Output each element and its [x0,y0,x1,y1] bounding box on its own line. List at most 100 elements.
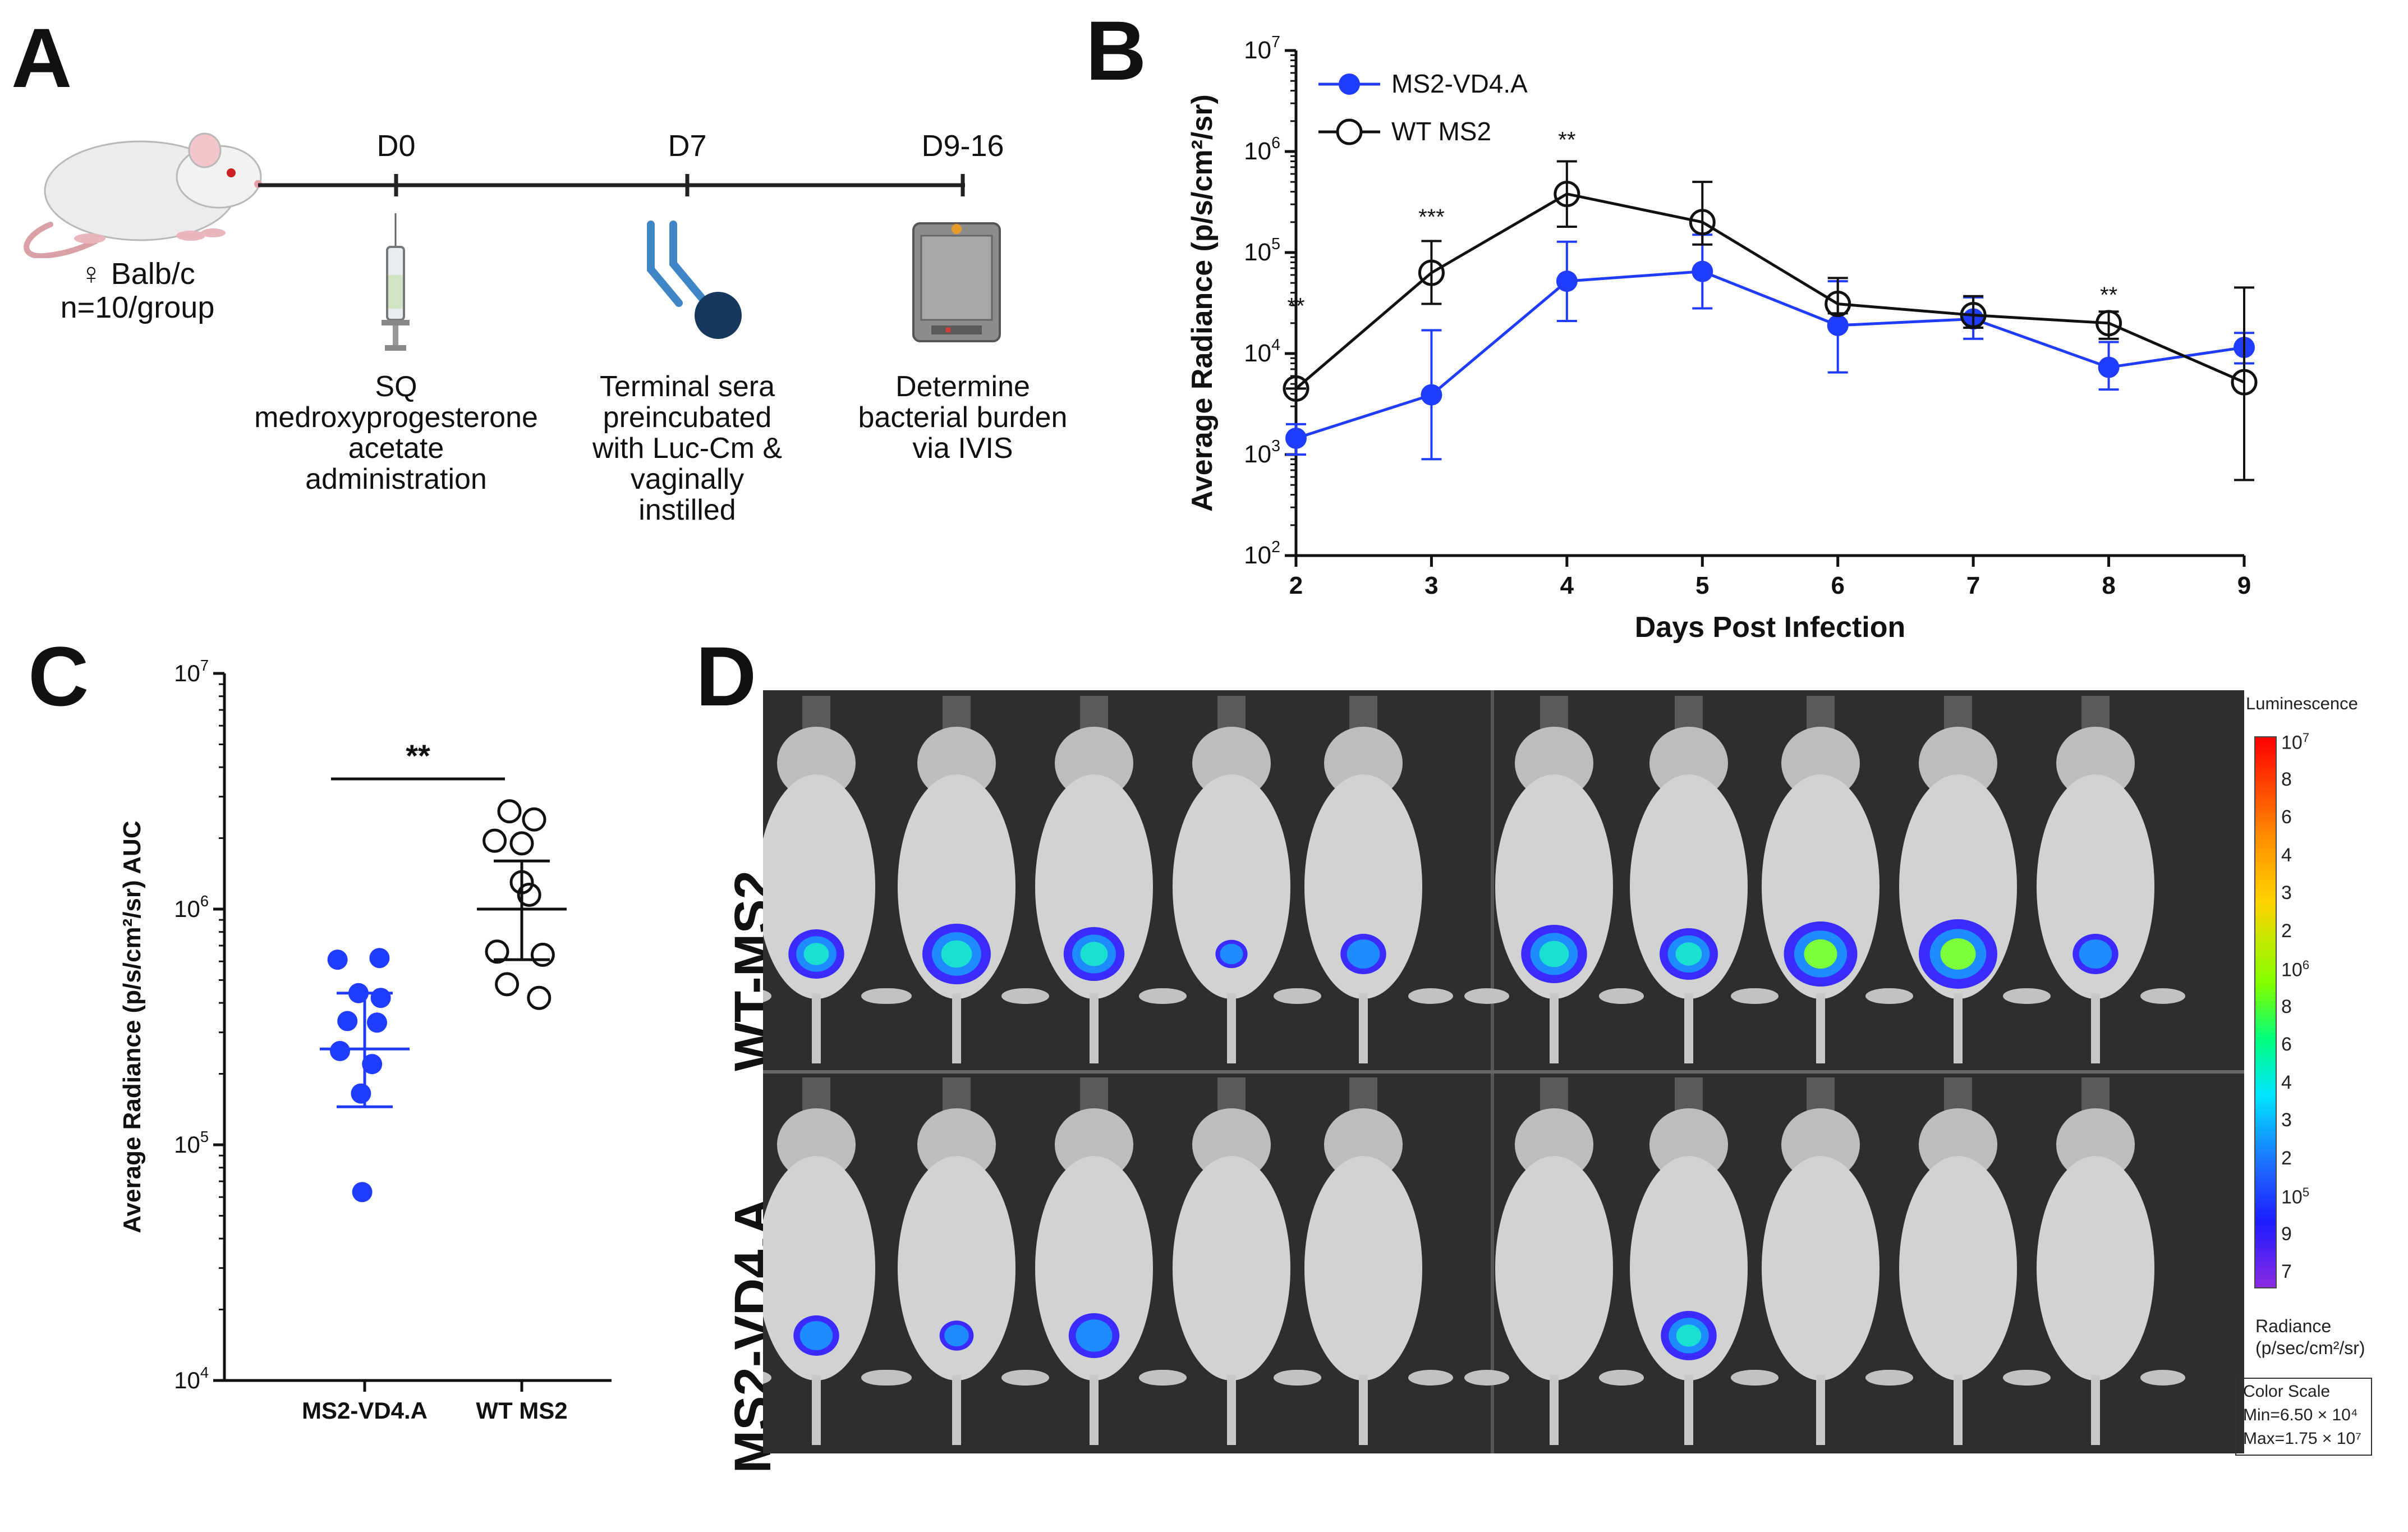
mouse-image [763,1077,906,1445]
mouse-foot [2140,988,2185,1004]
data-point-ms2-vd4a [2098,356,2120,378]
y-axis-title-b: Average Radiance (p/s/cm²/sr) [1186,94,1219,512]
luminescence-signal [1220,943,1243,965]
significance-marker-c: ** [406,738,430,773]
x-tick-label-b: 6 [1831,572,1844,599]
scatter-point-wt-ms2 [495,972,520,997]
mouse-foot [2006,988,2051,1004]
luminescence-signal [1676,1324,1702,1347]
scatter-chart-c: 107 106 105 104 MS2-VD4.A WT MS2 Average Radia… [118,657,612,1424]
mouse-image [1274,696,1453,1063]
colorbar-scale-line3: Max=1.75 × 10⁷ [2243,1429,2361,1448]
mouse-foot [1731,988,1776,1004]
mouse-label-line1: ♀ Balb/c [80,257,195,291]
mouse-image [1868,696,2048,1063]
series-line-ms2-vd4a [1295,270,2245,440]
colorbar-gradient [2254,736,2277,1288]
scatter-point-ms2-vd4a [351,1083,371,1104]
mouse-tail [1090,993,1099,1063]
mouse-foot [763,990,771,1002]
mouse-tail [2091,993,2100,1063]
y-tick-label-b: 104 [1244,336,1280,367]
mouse-image [1004,696,1184,1063]
colorbar-tick-label: 4 [2281,844,2292,866]
scatter-point-wt-ms2 [530,942,555,967]
data-point-wt-ms2 [1689,209,1716,236]
mouse-body [763,1156,875,1380]
colorbar-tick-label: 3 [2281,1109,2292,1131]
mouse-foot [1274,988,1318,1004]
scatter-point-ms2-vd4a [352,1182,373,1203]
legend-label: MS2-VD4.A [1391,69,1528,98]
mouse-foot [867,988,912,1004]
scatter-point-ms2-vd4a [369,948,390,969]
luminescence-signal [1675,942,1702,966]
ivis-imaging-grid [763,690,2244,1453]
y-tick-label-b: 105 [1244,235,1280,266]
timeline-day-d9-16: D9-16 [921,129,1004,163]
colorbar-title: Luminescence [2246,694,2358,713]
significance-marker-b: ** [2100,283,2117,308]
mouse-foot [1408,1370,1453,1386]
mouse-foot [1004,988,1049,1004]
mouse-tail [812,1375,821,1445]
data-point-wt-ms2 [1554,181,1580,208]
y-axis-title-c: Average Radiance (p/s/cm²/sr) AUC [118,820,146,1233]
x-tick-label-b: 9 [2237,572,2251,599]
y-tick-label-b: 106 [1244,134,1280,165]
mouse-body [1304,1156,1422,1380]
mouse-image [1868,1077,2048,1445]
colorbar-units-line1: Radiance [2255,1316,2332,1336]
mouse-body [1630,774,1748,999]
timeline-axis [258,174,965,196]
step-d0-text: SQ medroxyprogesterone acetate administr… [254,370,538,496]
mouse-foot [1464,988,1509,1004]
colorbar-scale-line2: Min=6.50 × 10⁴ [2243,1406,2358,1424]
legend-marker-wt-ms2 [1336,118,1363,145]
mouse-foot [1142,988,1187,1004]
mouse-body [1173,1156,1290,1380]
mouse-foot [1274,1370,1318,1386]
mouse-body [1304,774,1422,999]
mouse-label-line2: n=10/group [60,291,215,324]
data-point-wt-ms2 [1283,375,1309,402]
mouse-tail [952,1375,961,1445]
scatter-point-wt-ms2 [517,883,541,907]
luminescence-signal [941,940,972,968]
mouse-foot [1142,1370,1187,1386]
syringe-icon [382,213,410,351]
scatter-point-wt-ms2 [497,799,522,824]
luminescence-signal [1347,939,1380,969]
luminescence-signal [803,943,829,965]
luminescence-signal [1804,939,1837,969]
mouse-body [2037,774,2154,999]
mouse-tail [1684,1375,1693,1445]
mouse-body [1035,1156,1153,1380]
mouse-foot [1408,988,1453,1004]
mouse-tail [1359,993,1368,1063]
mouse-image [1464,696,1644,1063]
x-tick-label-b: 8 [2102,572,2115,599]
mouse-body [898,1156,1015,1380]
mouse-tail [1550,993,1559,1063]
data-point-ms2-vd4a [1827,314,1849,336]
mouse-tail [2091,1375,2100,1445]
x-axis-title-b: Days Post Infection [1635,611,1906,644]
mouse-foot [2140,1370,2185,1386]
significance-marker-b: ** [1558,128,1575,153]
y-tick-label-c: 107 [174,657,209,686]
scatter-point-wt-ms2 [482,828,507,853]
scatter-point-wt-ms2 [509,831,534,856]
y-tick-label-c: 104 [174,1364,209,1393]
mouse-tail [1227,1375,1236,1445]
scatter-point-ms2-vd4a [370,988,391,1008]
mouse-foot [1868,988,1913,1004]
mouse-image [763,696,906,1063]
mouse-tail [1090,1375,1099,1445]
significance-marker-b: *** [1418,205,1445,230]
luminescence-signal [2079,939,2112,969]
luminescence-signal [1076,1319,1113,1352]
panel-letter-b: B [1086,3,1147,98]
x-tick-label-b: 7 [1966,572,1980,599]
mouse-body [2037,1156,2154,1380]
